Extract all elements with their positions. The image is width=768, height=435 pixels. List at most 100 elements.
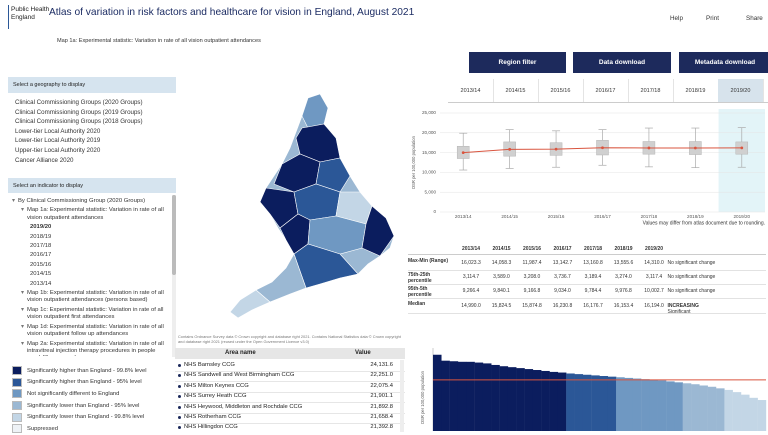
year-tab[interactable]: 2013/14: [448, 79, 494, 102]
subtitle: Map 1a: Experimental statistic: Variatio…: [57, 38, 261, 44]
table-cell: 9,840.1: [493, 288, 510, 294]
tree-item[interactable]: ▾ Map 1a: Experimental statistic: Variati…: [12, 207, 168, 222]
map-region[interactable]: [229, 289, 271, 319]
x-tick-label: 2018/19: [687, 214, 704, 219]
table-rule: [408, 270, 766, 271]
geography-option[interactable]: Clinical Commissioning Groups (2019 Grou…: [15, 108, 143, 116]
map-region[interactable]: [315, 157, 351, 193]
y-tick-label: 5,000: [425, 189, 437, 194]
area-name: NHS Rotherham CCG: [184, 414, 242, 420]
tree-label: Map 1b: Experimental statistic: Variatio…: [27, 290, 164, 304]
area-name: NHS Sandwell and West Birmingham CCG: [184, 372, 295, 379]
header-link[interactable]: Share: [746, 15, 763, 22]
area-row[interactable]: NHS Rotherham CCG 21,658.4: [175, 413, 405, 424]
area-row[interactable]: NHS Milton Keynes CCG 22,075.4: [175, 382, 405, 393]
year-tab[interactable]: 2016/17: [583, 79, 629, 102]
table-cell: 16,194.0: [644, 303, 664, 309]
tree-item[interactable]: ▾ Map 2a: Experimental statistic: Variati…: [12, 341, 168, 357]
tab-rule: [448, 102, 768, 103]
area-name: NHS Hillingdon CCG: [184, 424, 238, 431]
area-row[interactable]: NHS Hillingdon CCG 21,392.8: [175, 423, 405, 432]
table-cell: 15,874.8: [522, 303, 542, 309]
area-row[interactable]: NHS Barnsley CCG 24,131.6: [175, 361, 405, 372]
trend-note: Significant: [667, 309, 691, 315]
tree-item[interactable]: ▾ Map 1c: Experimental statistic: Variati…: [12, 307, 168, 322]
year-tab[interactable]: 2015/16: [538, 79, 584, 102]
table-cell: 9,166.8: [523, 288, 541, 294]
bar: [582, 374, 592, 431]
tree-item[interactable]: 2017/18: [12, 243, 168, 250]
bar: [699, 385, 708, 431]
tree-item[interactable]: ▾ Map 1b: Experimental statistic: Variati…: [12, 290, 168, 305]
action-button[interactable]: Data download: [573, 52, 671, 73]
header-link[interactable]: Print: [706, 15, 719, 22]
column-header: 2014/15: [492, 246, 511, 252]
map-region[interactable]: [301, 93, 329, 129]
tree-item[interactable]: 2013/14: [12, 281, 168, 288]
table-rule: [408, 298, 766, 299]
box: [735, 141, 749, 155]
tree-item[interactable]: 2016/17: [12, 252, 168, 259]
map-region[interactable]: [361, 205, 395, 257]
tree-item[interactable]: 2015/16: [12, 262, 168, 269]
action-button[interactable]: Metadata download: [679, 52, 768, 73]
geography-heading: Select a geography to display: [8, 77, 176, 93]
bar: [541, 370, 550, 431]
geography-option[interactable]: Lower-tier Local Authority 2019: [15, 137, 101, 145]
action-button[interactable]: Region filter: [469, 52, 566, 73]
page-title: Atlas of variation in risk factors and h…: [49, 7, 415, 18]
table-rule: [408, 284, 766, 285]
table-cell: 16,230.8: [552, 303, 573, 309]
geography-option[interactable]: Clinical Commissioning Groups (2018 Grou…: [15, 118, 143, 126]
row-icon: [178, 374, 181, 378]
column-header: 2015/16: [522, 246, 542, 252]
row-icon: [178, 384, 181, 388]
table-cell: 15,824.5: [491, 303, 512, 309]
bar: [449, 361, 459, 431]
year-tab[interactable]: 2019/20: [718, 79, 764, 102]
logo-rule: [8, 5, 9, 29]
table-cell: 14,310.0: [644, 260, 664, 266]
area-row[interactable]: NHS Sandwell and West Birmingham CCG 22,2…: [175, 371, 405, 383]
box: [456, 146, 470, 159]
tree-item[interactable]: 2018/19: [12, 234, 168, 241]
geography-option[interactable]: Cancer Alliance 2020: [15, 156, 74, 164]
tree-label: Map 1d: Experimental statistic: Variatio…: [27, 323, 164, 338]
map-region[interactable]: [255, 253, 307, 303]
legend-label: Significantly higher than England - 99.8…: [27, 367, 147, 374]
area-name: NHS Surrey Heath CCG: [184, 393, 247, 400]
y-tick-label: 25,000: [422, 110, 436, 115]
column-header[interactable]: Area name: [225, 350, 256, 356]
row-label: 95th-5th percentile: [408, 286, 432, 298]
bar: [674, 382, 683, 431]
table-cell: 16,023.3: [461, 260, 481, 266]
area-row[interactable]: NHS Surrey Heath CCG 21,901.1: [175, 392, 405, 404]
scroll-thumb[interactable]: [172, 195, 176, 275]
logo[interactable]: Public Health England: [11, 6, 49, 22]
bar: [532, 370, 542, 431]
header-link[interactable]: Help: [670, 15, 683, 22]
geography-option[interactable]: Upper-tier Local Authority 2020: [15, 146, 101, 154]
map[interactable]: [190, 88, 405, 333]
tree-item[interactable]: 2019/20: [12, 224, 168, 231]
year-tab[interactable]: 2018/19: [673, 79, 719, 102]
legend-label: Significantly lower than England - 99.8%…: [27, 414, 145, 421]
trend-cell: No significant change: [667, 274, 716, 280]
table-cell: 3,274.0: [615, 274, 632, 280]
scrollbar: [172, 195, 176, 357]
column-header[interactable]: Value: [355, 350, 371, 356]
tree-item[interactable]: ▾ Map 1d: Experimental statistic: Variati…: [12, 324, 168, 339]
bar: [499, 366, 509, 431]
year-tab[interactable]: 2014/15: [493, 79, 539, 102]
geography-option[interactable]: Lower-tier Local Authority 2020: [15, 127, 101, 135]
tree-item[interactable]: ▾ By Clinical Commissioning Group (2020 G…: [12, 198, 168, 205]
legend-item: Significantly higher than England - 99.8…: [12, 365, 177, 377]
geography-option[interactable]: Clinical Commissioning Groups (2020 Grou…: [15, 99, 143, 106]
area-row[interactable]: NHS Heywood, Middleton and Rochdale CCG 2…: [175, 403, 405, 414]
bar: [649, 379, 658, 431]
legend-swatch: [12, 389, 22, 399]
year-tab[interactable]: 2017/18: [628, 79, 674, 102]
map-region[interactable]: [293, 183, 341, 221]
map-region[interactable]: [293, 243, 359, 289]
tree-item[interactable]: 2014/15: [12, 271, 168, 278]
